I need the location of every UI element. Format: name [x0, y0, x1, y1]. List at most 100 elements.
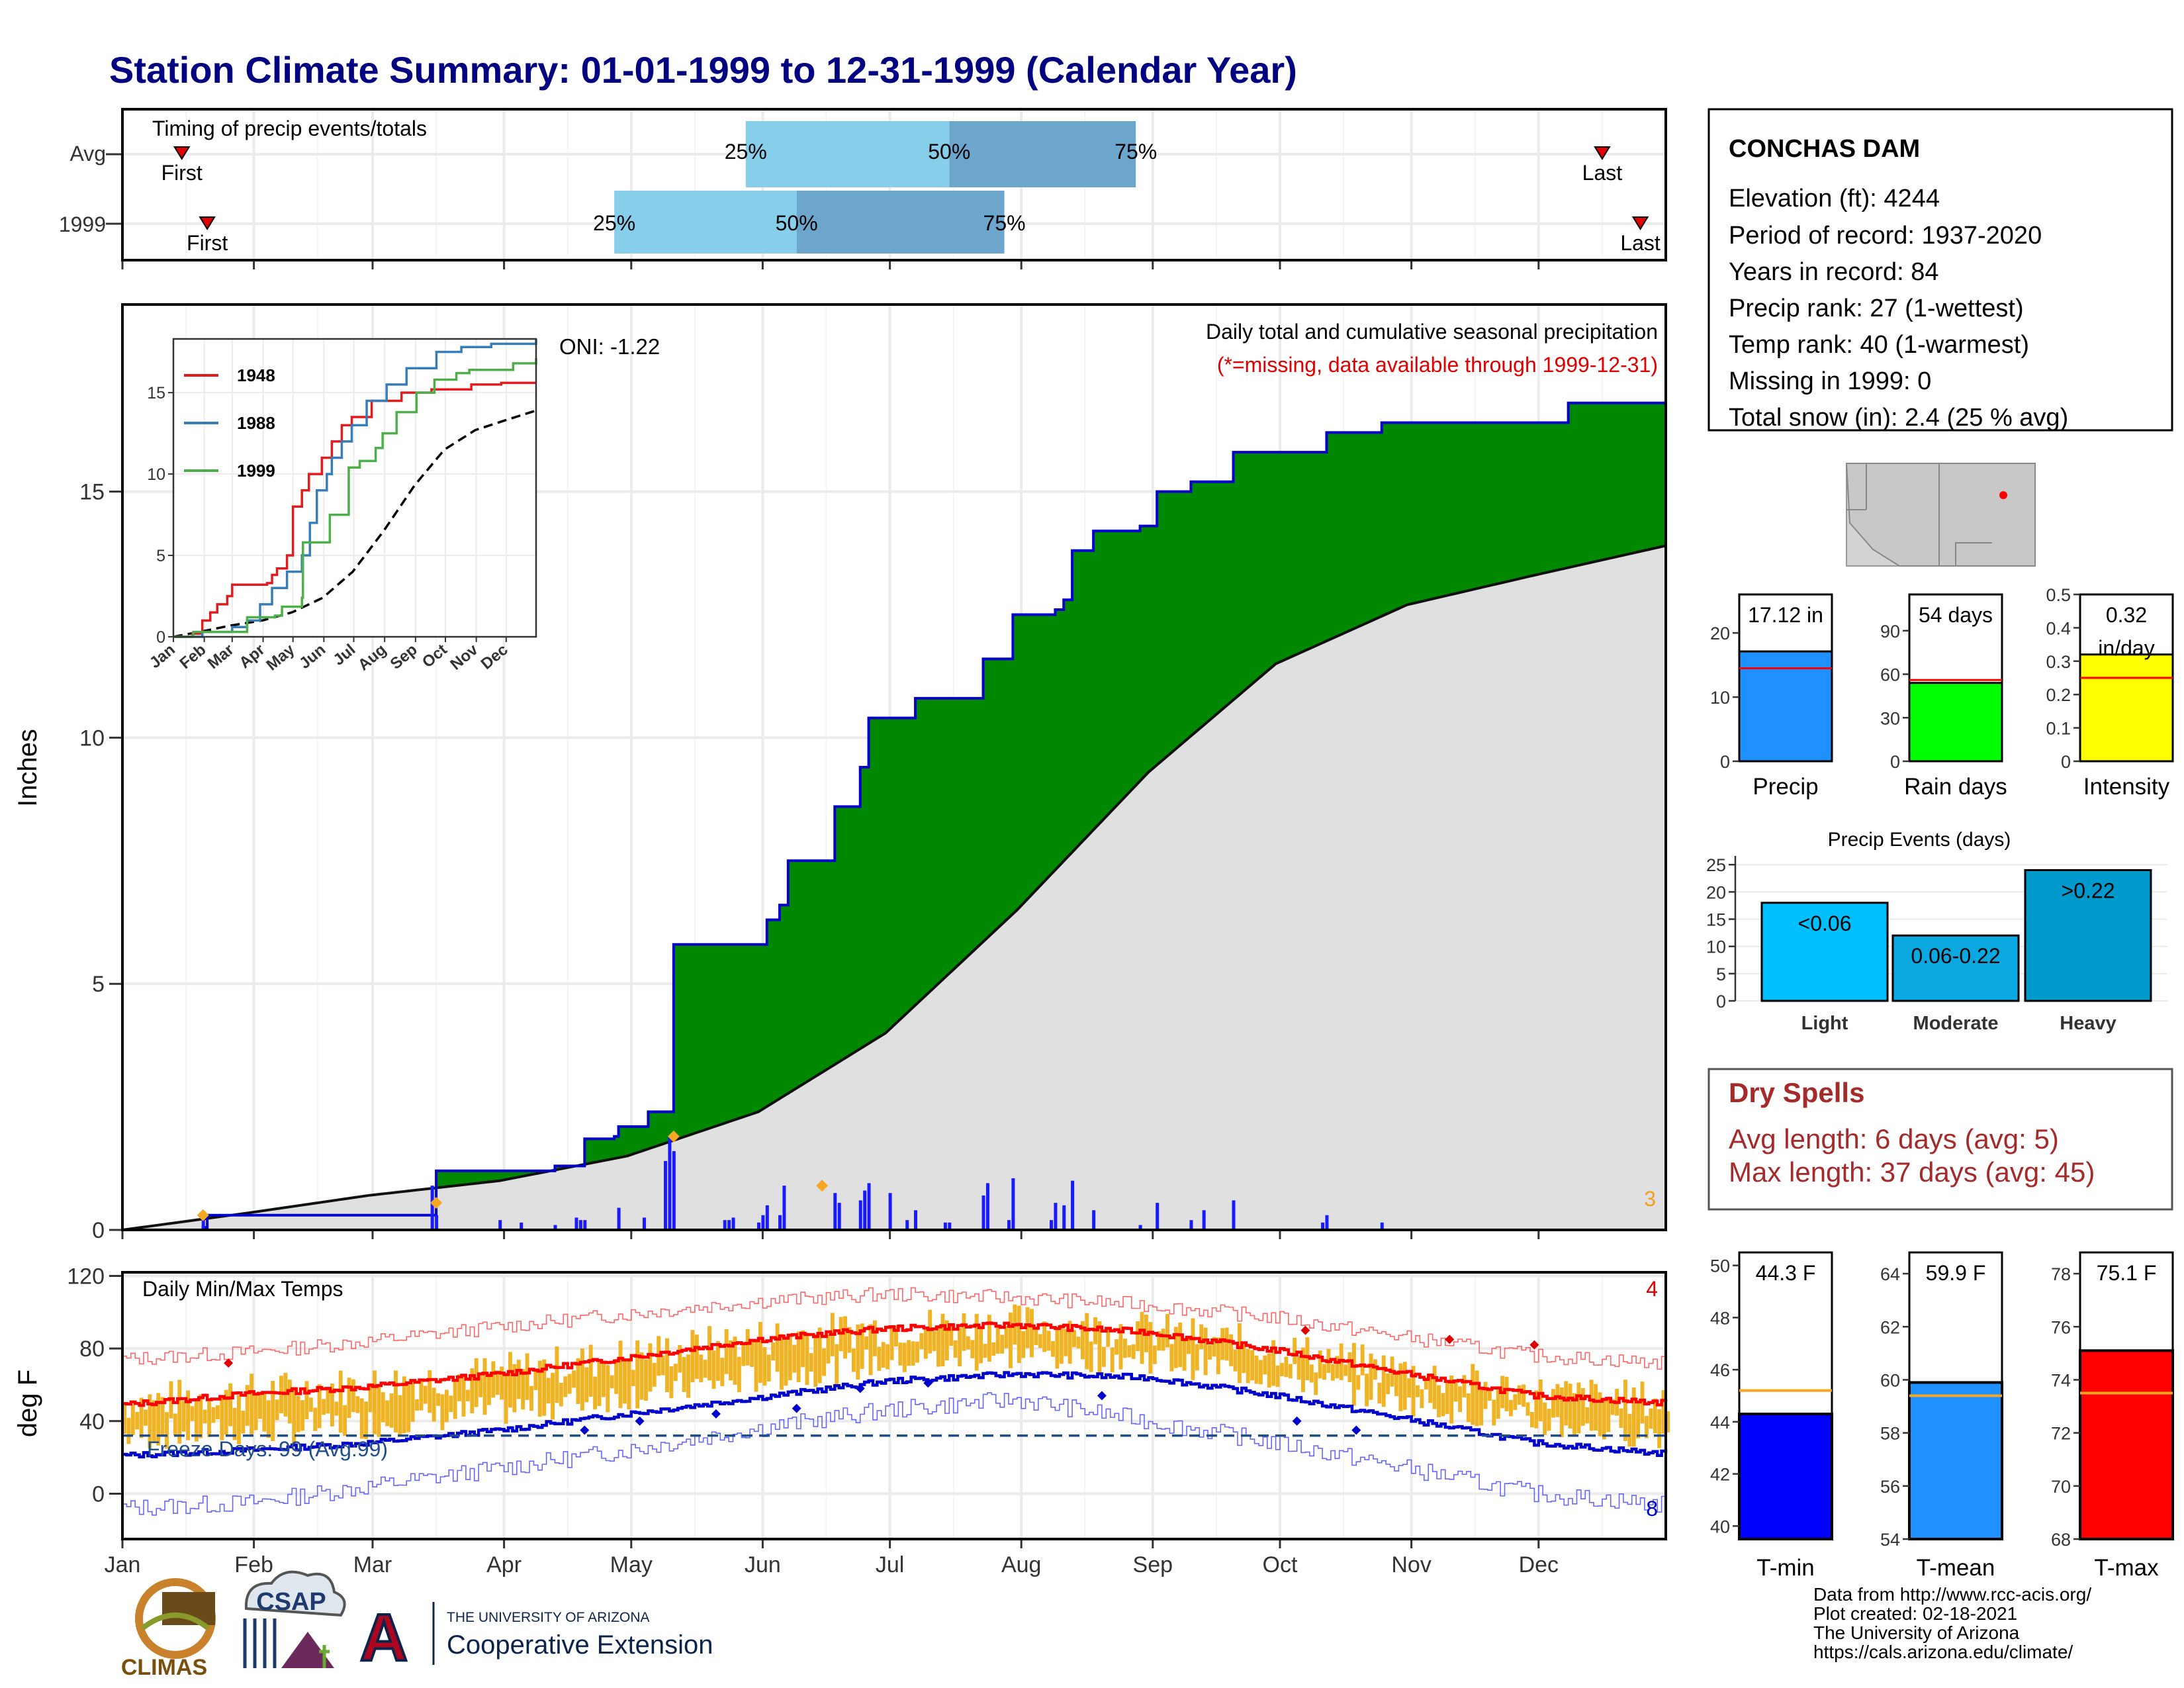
precip-departure-day	[1479, 422, 1484, 588]
temp-y-tick-label: 40	[79, 1409, 105, 1434]
csap-logo-text: CSAP	[256, 1588, 326, 1616]
temp-daily-range-bar	[852, 1348, 856, 1372]
precip-departure-day	[1098, 531, 1103, 825]
last-event-label: Last	[1582, 161, 1623, 185]
inset-month-label: Sep	[387, 641, 421, 673]
precip-departure-day	[1572, 403, 1577, 567]
timing-row-1999-label: 1999	[59, 212, 106, 236]
precip-departure-day	[653, 1112, 657, 1148]
temp-summary-name: T-min	[1756, 1555, 1815, 1581]
temp-daily-range-bar	[1005, 1326, 1009, 1348]
precip-departure-day	[1216, 482, 1221, 714]
temp-daily-range-bar	[212, 1407, 216, 1423]
temp-daily-range-bar	[1352, 1343, 1356, 1406]
precip-departure-day	[1068, 600, 1073, 857]
precip-departure-day	[1445, 422, 1450, 596]
temp-daily-range-bar	[126, 1418, 130, 1444]
precip-departure-day	[466, 1171, 471, 1185]
precip-departure-day	[1280, 452, 1285, 662]
precip-daily-bar	[668, 1137, 671, 1230]
station-name: CONCHAS DAM	[1729, 135, 1920, 163]
summary-y-tick-label: 10	[1710, 688, 1730, 708]
summary-bar-name: Precip	[1752, 774, 1818, 800]
precip-departure-day	[1234, 452, 1238, 700]
precip-departure-day	[987, 659, 992, 937]
temp-daily-range-bar	[767, 1354, 771, 1382]
precip-daily-bar	[1189, 1220, 1193, 1230]
temp-daily-range-bar	[1259, 1360, 1263, 1384]
temp-daily-range-bar	[627, 1360, 631, 1409]
timing-row-avg-label: Avg	[69, 142, 106, 165]
temp-daily-range-bar	[695, 1335, 699, 1379]
temp-daily-range-bar	[1526, 1402, 1530, 1415]
temp-daily-range-bar	[1365, 1374, 1369, 1406]
timing-bar-q50-q75	[949, 121, 1136, 187]
temp-daily-range-bar	[1034, 1329, 1038, 1345]
climate-summary-figure: Station Climate Summary: 01-01-1999 to 1…	[0, 0, 2184, 1688]
csap-rain-icon	[245, 1618, 275, 1668]
precip-departure-day	[1496, 422, 1501, 584]
precip-departure-day	[1560, 422, 1565, 569]
map-states	[1846, 463, 2035, 566]
temp-daily-range-bar	[1199, 1325, 1203, 1350]
temp-daily-range-bar	[602, 1363, 606, 1397]
precip-daily-bar	[672, 1151, 676, 1230]
precip-departure-day	[457, 1171, 462, 1186]
inset-month-label: Jul	[330, 641, 359, 669]
inset-legend-label: 1948	[237, 365, 275, 385]
precip-departure-day	[1526, 422, 1531, 577]
precip-departure-day	[1343, 432, 1348, 633]
temp-daily-range-bar	[491, 1361, 495, 1397]
temp-daily-range-bar	[1377, 1383, 1381, 1404]
summary-value-label-unit: in/day	[2098, 636, 2154, 660]
temp-daily-range-bar	[1238, 1323, 1242, 1383]
temp-record-marker	[1445, 1335, 1454, 1344]
temp-summary-y-tick-label: 78	[2051, 1264, 2071, 1284]
temp-daily-range-bar	[1479, 1387, 1483, 1425]
precip-departure-day	[784, 905, 788, 1096]
precip-departure-day	[924, 698, 929, 998]
precip-departure-day	[1653, 403, 1658, 549]
temp-daily-range-bar	[903, 1342, 907, 1372]
precip-panel: 051015 Inches ONI: -1.22 Daily total and…	[13, 305, 1666, 1243]
ua-logo: A THE UNIVERSITY OF ARIZONA Cooperative …	[360, 1601, 713, 1675]
station-missing: Missing in 1999: 0	[1729, 367, 1931, 395]
timing-bar-q25-q50	[746, 121, 950, 187]
precip-departure-day	[758, 945, 763, 1112]
temp-summary-y-tick-label: 60	[1880, 1370, 1900, 1390]
temp-summary-bar-T-mean	[1909, 1382, 2002, 1539]
temp-daily-range-bar	[1569, 1383, 1572, 1429]
temp-summary-y-tick-label: 62	[1880, 1317, 1900, 1337]
temp-daily-range-bar	[1433, 1366, 1437, 1409]
temp-daily-range-bar	[1649, 1409, 1653, 1429]
precip-departure-day	[1119, 531, 1124, 803]
temp-daily-range-bar	[1441, 1393, 1445, 1416]
precip-departure-day	[1356, 432, 1361, 628]
precip-daily-bar	[723, 1220, 727, 1230]
summary-y-tick-label: 0	[2061, 752, 2071, 772]
temp-daily-range-bar	[1178, 1323, 1182, 1367]
summary-bar-name: Intensity	[2083, 774, 2170, 800]
temp-panel: 04080120 Daily Min/Max Temps 4 8 Freeze …	[13, 1264, 1670, 1577]
precip-departure-day	[856, 806, 860, 1051]
temp-count-min: 8	[1646, 1497, 1658, 1521]
temp-daily-range-bar	[1127, 1345, 1131, 1357]
precip-departure-day	[962, 698, 967, 962]
temp-daily-range-bar	[440, 1394, 444, 1430]
temp-daily-range-bar	[720, 1358, 724, 1386]
precip-daily-bar	[575, 1217, 578, 1230]
precip-departure-day	[1165, 492, 1170, 758]
precip-departure-day	[1174, 492, 1179, 751]
precip-events-title: Precip Events (days)	[1828, 829, 2011, 851]
temp-daily-range-bar	[619, 1340, 623, 1408]
temp-record-marker	[792, 1404, 801, 1413]
precip-departure-day	[1645, 403, 1649, 551]
temp-daily-range-bar	[385, 1401, 389, 1427]
temp-daily-range-bar	[771, 1342, 775, 1360]
temp-daily-range-bar	[928, 1310, 932, 1354]
temp-daily-range-bar	[1407, 1378, 1411, 1397]
precip-departure-day	[1081, 551, 1085, 843]
precip-departure-day	[979, 698, 983, 946]
inset-month-label: Dec	[478, 641, 512, 673]
precip-departure-day	[1348, 432, 1353, 632]
